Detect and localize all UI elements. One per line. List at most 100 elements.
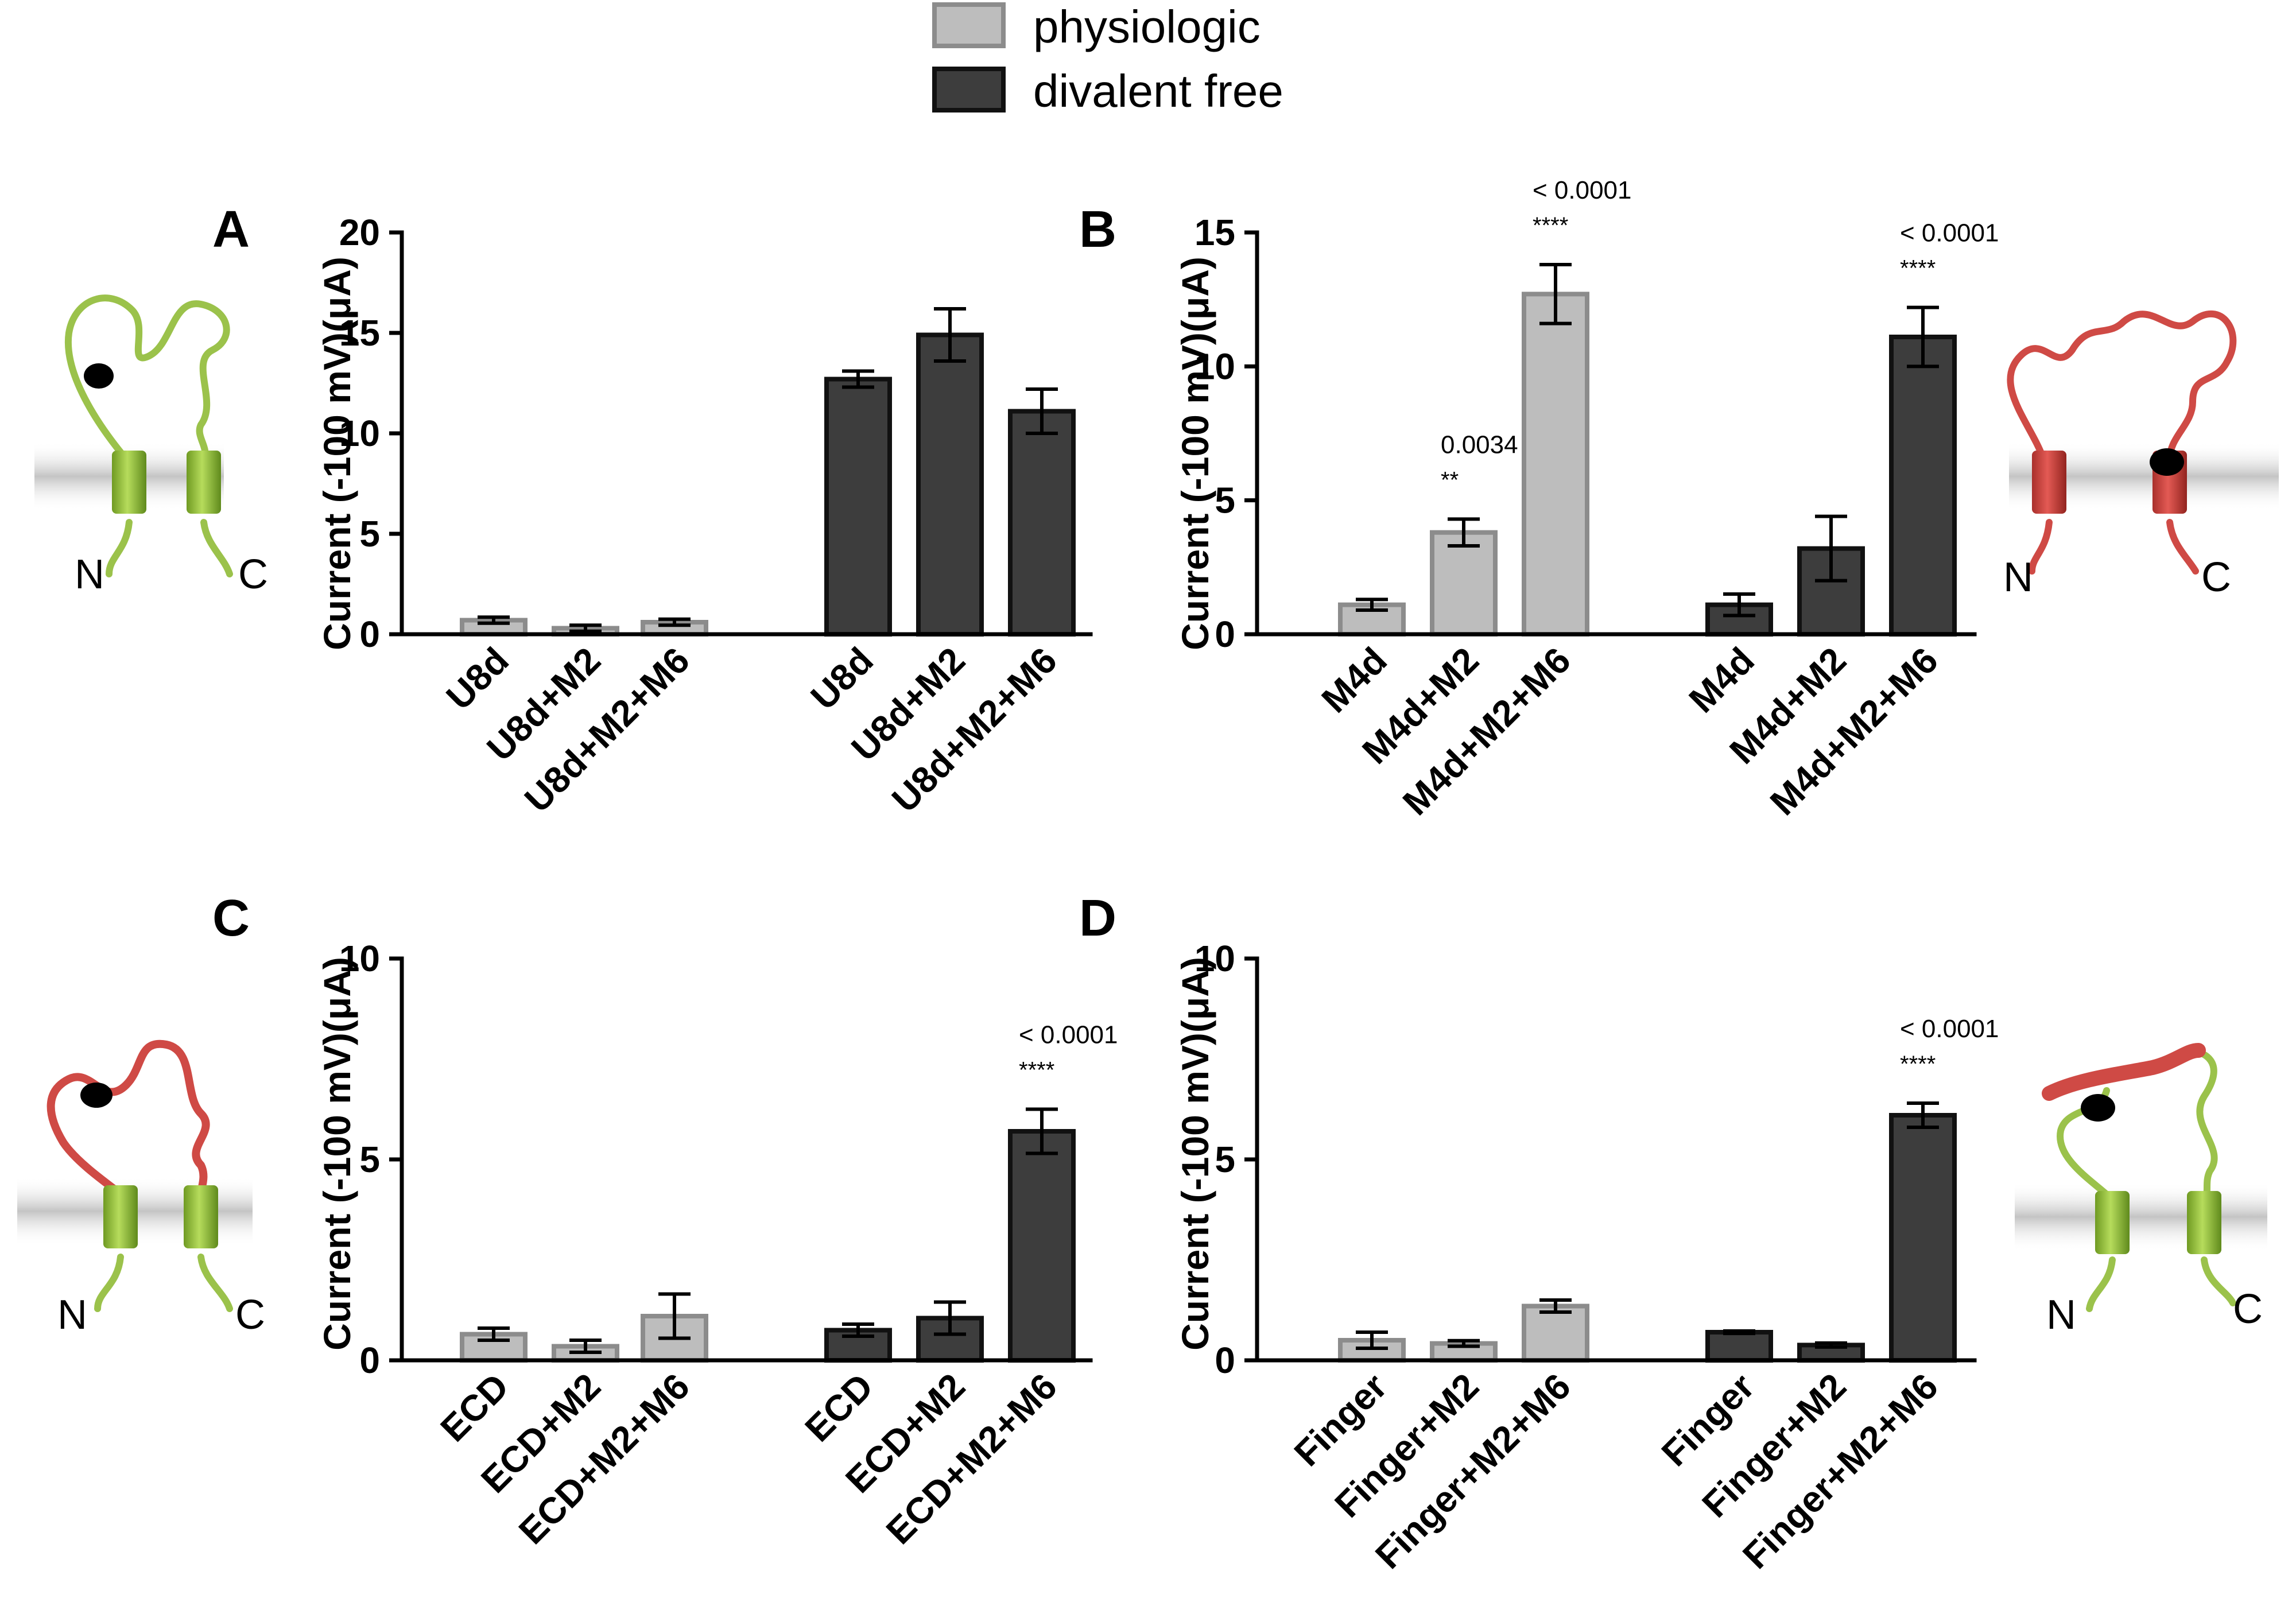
y-tick-label-d-0: 0 — [1215, 1340, 1235, 1381]
membrane-d — [2015, 1182, 2267, 1251]
annotation-pvalue-b-1: < 0.0001 — [1533, 176, 1632, 204]
y-axis-label-b: Current (-100 mV)(μA) — [1174, 257, 1216, 650]
n-terminus-a: N — [75, 552, 104, 598]
c-tail-c — [197, 1254, 233, 1312]
c-tail-b — [2166, 519, 2199, 575]
legend: physiologic divalent free — [932, 1, 1283, 117]
annotation-pvalue-b-2: < 0.0001 — [1900, 219, 1999, 247]
y-tick-label-a-4: 20 — [339, 212, 380, 253]
bar-b-1 — [1430, 530, 1498, 637]
ligand-dot-d — [2081, 1094, 2115, 1122]
panel-d: D Current (-100 mV)(μA) 0 5 10 FingerFinge… — [1079, 890, 1999, 1577]
bars-c — [460, 1107, 1076, 1363]
error-bar-b-5 — [1907, 305, 1939, 368]
error-bar-a-5 — [1026, 387, 1058, 435]
bar-a-4 — [916, 332, 984, 637]
legend-item-divalent-free: divalent free — [932, 65, 1283, 117]
annotation-stars-b-0: ** — [1441, 467, 1459, 492]
c-terminus-a: C — [238, 552, 268, 598]
n-tail-b — [2029, 519, 2053, 575]
y-tick-label-b-0: 0 — [1215, 614, 1235, 655]
category-label-b-0: M4d — [1313, 639, 1394, 720]
channel-diagram-a-icon: N C — [34, 294, 268, 598]
bars-b — [1338, 263, 1957, 637]
c-tail-a — [200, 519, 233, 577]
n-tail-a — [106, 519, 133, 577]
error-bar-c-3 — [842, 1322, 874, 1338]
bars-a — [460, 307, 1076, 637]
n-tail-d — [2086, 1256, 2116, 1312]
error-bar-c-0 — [478, 1326, 510, 1342]
y-tick-label-c-1: 5 — [359, 1139, 380, 1180]
c-terminus-c: C — [235, 1292, 265, 1338]
ligand-dot-a — [84, 363, 114, 389]
panel-label-d: D — [1079, 890, 1116, 947]
finger-d-red — [2042, 1043, 2206, 1101]
error-bar-a-1 — [569, 623, 602, 633]
bar-b-5 — [1889, 335, 1957, 637]
category-label-a-0: U8d — [438, 639, 516, 717]
annotation-stars-b-1: **** — [1533, 213, 1568, 238]
bar-d-5 — [1889, 1113, 1957, 1363]
y-ticks-d: 0 5 10 — [1194, 938, 1257, 1381]
annotations-d: < 0.0001 **** — [1900, 1015, 1999, 1077]
tm-helix-1-d — [2095, 1191, 2130, 1254]
category-label-c-3: ECD — [797, 1365, 881, 1449]
tm-helix-1-b — [2032, 451, 2066, 514]
loop-a — [64, 294, 230, 463]
bar-a-5 — [1008, 409, 1076, 637]
error-bar-a-4 — [934, 307, 966, 363]
annotation-pvalue-b-0: 0.0034 — [1441, 430, 1518, 459]
annotation-stars-d-0: **** — [1900, 1052, 1936, 1077]
y-tick-label-a-1: 5 — [359, 513, 380, 554]
bar-b-2 — [1522, 292, 1589, 637]
error-bar-d-1 — [1448, 1339, 1480, 1348]
error-bar-d-5 — [1907, 1101, 1939, 1129]
y-ticks-a: 0 5 10 15 20 — [339, 212, 402, 655]
category-label-b-3: M4d — [1681, 639, 1762, 720]
error-bar-d-4 — [1815, 1341, 1847, 1349]
y-tick-label-d-2: 10 — [1194, 938, 1235, 979]
y-tick-label-a-3: 15 — [339, 312, 380, 354]
annotation-stars-c-0: **** — [1019, 1058, 1054, 1083]
tm-helix-1-a — [112, 451, 146, 514]
n-terminus-c: N — [57, 1292, 87, 1338]
panel-label-b: B — [1079, 201, 1116, 258]
annotations-b: 0.0034 ** < 0.0001 **** < 0.0001 **** — [1441, 176, 1999, 492]
y-tick-label-b-2: 10 — [1194, 346, 1235, 387]
y-tick-label-d-1: 5 — [1215, 1139, 1235, 1180]
ligand-dot-c — [80, 1083, 113, 1108]
n-terminus-d: N — [2046, 1292, 2076, 1338]
axes-d — [1255, 956, 1977, 1363]
y-ticks-c: 0 5 10 — [339, 938, 402, 1381]
error-bar-a-3 — [842, 369, 874, 389]
tm-helix-2-c — [184, 1185, 218, 1248]
channel-diagram-b-icon: N C — [2003, 310, 2279, 600]
error-bar-b-4 — [1815, 514, 1847, 583]
tm-helix-1-c — [103, 1185, 138, 1248]
channel-diagram-d-icon: N C — [2015, 1043, 2267, 1338]
error-bar-d-2 — [1539, 1298, 1572, 1314]
axes-c — [400, 956, 1093, 1363]
error-bar-d-0 — [1356, 1330, 1388, 1350]
y-tick-label-b-3: 15 — [1194, 212, 1235, 253]
annotations-c: < 0.0001 **** — [1019, 1021, 1118, 1083]
annotation-stars-b-2: **** — [1900, 256, 1936, 281]
annotation-pvalue-c-0: < 0.0001 — [1019, 1021, 1118, 1049]
error-bar-c-2 — [658, 1292, 691, 1340]
loop-b — [2007, 310, 2237, 463]
bar-d-3 — [1705, 1330, 1773, 1363]
axes-a — [400, 230, 1093, 637]
y-axis-label-c: Current (-100 mV)(μA) — [316, 957, 358, 1351]
legend-swatch-physiologic — [932, 2, 1006, 48]
error-bar-c-4 — [934, 1300, 966, 1336]
legend-label-physiologic: physiologic — [1033, 1, 1261, 52]
loop-c-red — [46, 1039, 210, 1198]
c-tail-d — [2201, 1256, 2236, 1306]
